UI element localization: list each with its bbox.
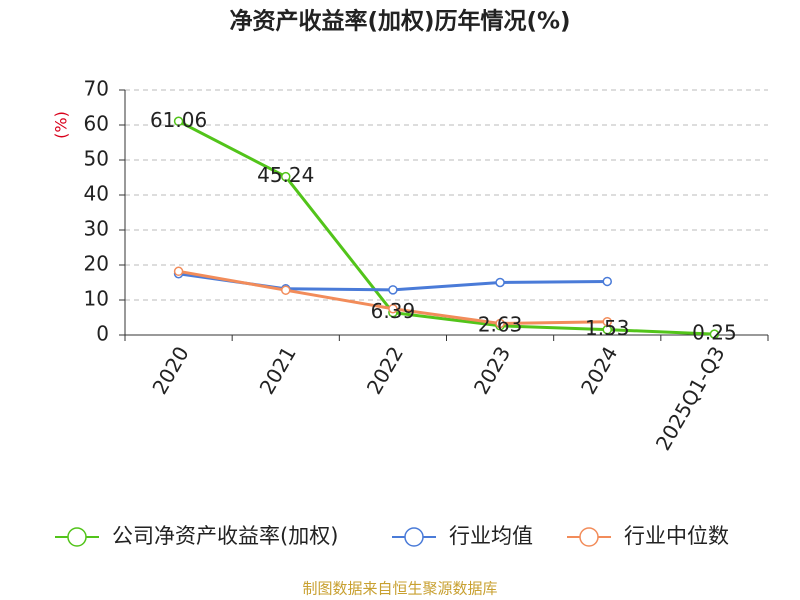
data-point [173, 116, 184, 127]
y-axis-label: (%) [52, 111, 71, 139]
y-tick-label: 0 [96, 322, 109, 346]
x-tick-label: 2022 [362, 342, 408, 398]
source-note: 制图数据来自恒生聚源数据库 [302, 580, 497, 598]
y-tick-label: 70 [84, 77, 109, 101]
y-tick-label: 60 [84, 112, 109, 136]
y-tick-label: 40 [84, 182, 109, 206]
legend-label: 公司净资产收益率(加权) [112, 524, 338, 548]
series-line [177, 119, 715, 336]
y-tick-label: 50 [84, 147, 109, 171]
data-point [602, 316, 612, 327]
legend-label: 行业中位数 [624, 524, 729, 548]
legend-marker [67, 527, 87, 547]
data-label: 61.06 [150, 108, 207, 132]
data-point [281, 285, 291, 295]
data-point [495, 318, 505, 329]
x-tick-label: 2025Q1-Q3 [651, 342, 730, 454]
data-point [709, 329, 720, 339]
legend-marker [404, 527, 424, 547]
data-point [281, 171, 291, 182]
data-label: 45.24 [257, 163, 314, 187]
legend-marker [579, 527, 599, 547]
data-label: 0.25 [692, 321, 737, 345]
data-point [388, 285, 398, 295]
x-tick-label: 2020 [147, 342, 193, 398]
data-point [495, 277, 505, 288]
x-tick-label: 2021 [255, 342, 301, 398]
x-tick-label: 2023 [469, 342, 515, 398]
data-label: 2.63 [478, 312, 523, 336]
data-label: 6.39 [371, 299, 416, 323]
data-point [173, 266, 184, 277]
chart-title: 净资产收益率(加权)历年情况(%) [229, 8, 570, 35]
data-label: 1.53 [585, 316, 630, 340]
y-tick-label: 10 [84, 287, 109, 311]
data-point [388, 304, 398, 314]
legend-label: 行业均值 [449, 524, 533, 548]
y-tick-label: 20 [84, 252, 109, 276]
y-tick-label: 30 [84, 217, 109, 241]
x-tick-label: 2024 [576, 342, 622, 398]
data-point [602, 276, 612, 287]
